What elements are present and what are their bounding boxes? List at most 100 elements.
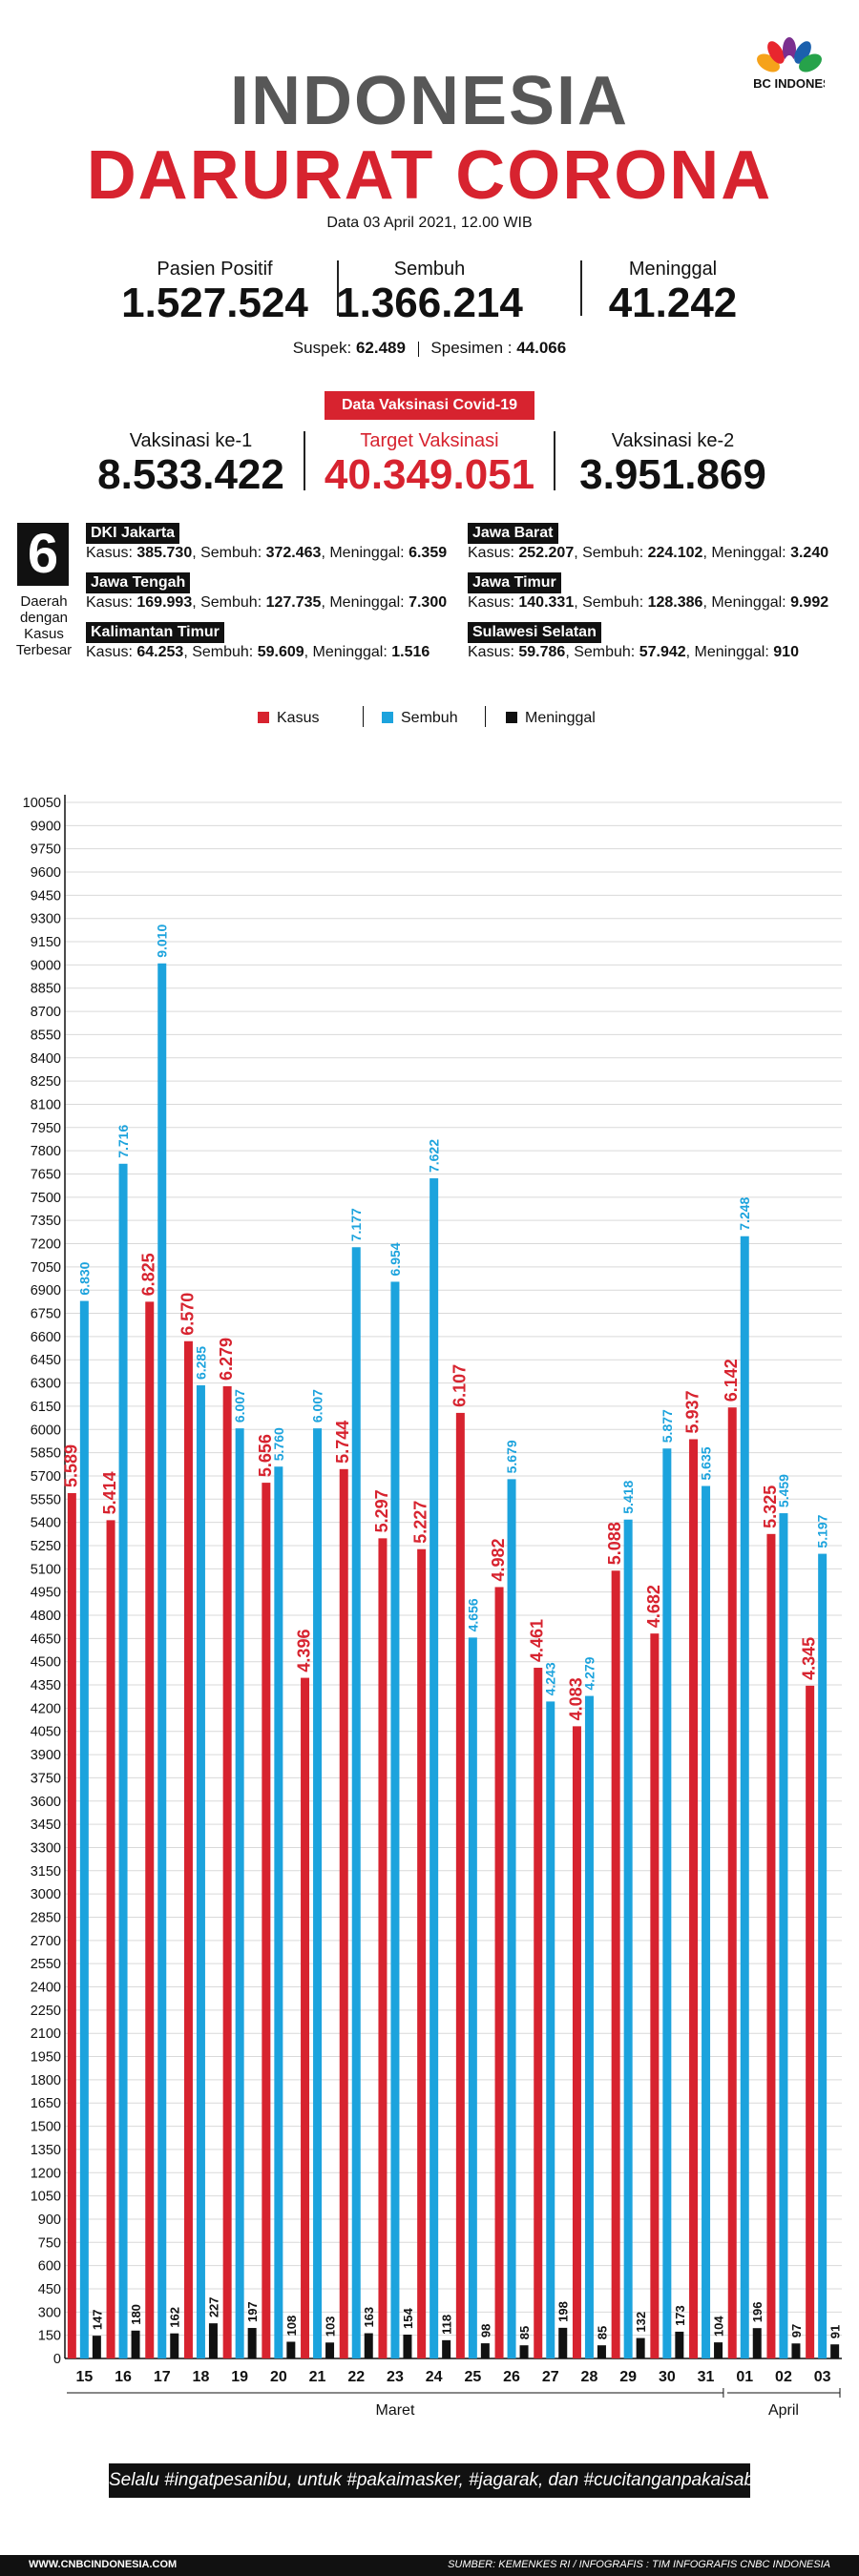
region-detail: Kasus: 64.253, Sembuh: 59.609, Meninggal…	[86, 644, 430, 660]
target-label: Target Vaksinasi	[360, 430, 499, 451]
bar-sembuh	[196, 1385, 205, 2358]
region-card: Sulawesi Selatan Kasus: 59.786, Sembuh: …	[468, 622, 799, 662]
bar-sembuh	[740, 1236, 749, 2358]
footer-bar: WWW.CNBCINDONESIA.COM SUMBER: KEMENKES R…	[0, 2555, 859, 2576]
data-label-sembuh: 4.279	[581, 1656, 597, 1690]
data-label-meninggal: 118	[440, 2315, 454, 2335]
vaksin2-value: 3.951.869	[579, 451, 766, 498]
legend-swatch-sembuh	[382, 712, 393, 723]
bar-sembuh	[79, 1300, 89, 2358]
x-tick-label: 31	[698, 2369, 715, 2385]
bar-meninggal	[714, 2342, 723, 2358]
bar-sembuh	[662, 1448, 672, 2358]
data-label-meninggal: 163	[362, 2307, 376, 2328]
bar-kasus	[611, 1570, 620, 2358]
y-tick-label: 9750	[31, 842, 61, 858]
x-tick-label: 28	[581, 2369, 598, 2385]
data-label-kasus: 4.461	[528, 1619, 547, 1662]
bar-kasus	[572, 1726, 581, 2358]
bar-kasus	[67, 1492, 76, 2358]
data-label-meninggal: 108	[284, 2316, 299, 2337]
y-tick-label: 5700	[31, 1469, 61, 1485]
y-tick-label: 8100	[31, 1097, 61, 1112]
y-tick-label: 1350	[31, 2143, 61, 2158]
divider	[417, 341, 419, 357]
bar-chart: 0 150 300 450 600 750 900 1050 1200 1350 1500 1650 1…	[23, 795, 843, 2419]
divider	[337, 260, 339, 316]
legend-label-kasus: Kasus	[277, 710, 320, 726]
slogan: Selalu #ingatpesanibu, untuk #pakaimaske…	[109, 2463, 774, 2498]
data-label-sembuh: 6.830	[76, 1261, 92, 1295]
legend-label-meninggal: Meninggal	[525, 710, 596, 726]
data-label-sembuh: 7.177	[348, 1208, 364, 1241]
meninggal-label: Meninggal	[628, 259, 718, 280]
bar-kasus	[650, 1633, 660, 2358]
divider	[363, 706, 364, 727]
y-tick-label: 4950	[31, 1586, 61, 1601]
y-tick-label: 600	[38, 2259, 61, 2275]
region-name: DKI Jakarta	[86, 523, 180, 544]
y-tick-label: 2400	[31, 1981, 61, 1996]
bar-sembuh	[157, 963, 167, 2359]
y-tick-label: 7200	[31, 1237, 61, 1253]
bar-meninggal	[131, 2330, 140, 2358]
y-tick-label: 8850	[31, 982, 61, 997]
y-tick-label: 2250	[31, 2004, 61, 2019]
bar-kasus	[494, 1587, 504, 2358]
y-tick-label: 6000	[31, 1423, 61, 1438]
y-tick-label: 3750	[31, 1771, 61, 1786]
data-label-kasus: 4.682	[644, 1585, 663, 1628]
region-name: Jawa Timur	[468, 572, 561, 593]
region-card: Jawa Barat Kasus: 252.207, Sembuh: 224.1…	[468, 523, 828, 563]
bar-sembuh	[118, 1163, 128, 2358]
y-tick-label: 1050	[31, 2190, 61, 2205]
bar-kasus	[534, 1668, 543, 2358]
y-tick-label: 9450	[31, 888, 61, 904]
bar-meninggal	[442, 2339, 451, 2358]
bar-meninggal	[752, 2328, 762, 2358]
bar-kasus	[378, 1538, 388, 2358]
suspek-value: 62.489	[355, 339, 406, 357]
bar-meninggal	[480, 2343, 490, 2358]
x-tick-label: 21	[309, 2369, 326, 2385]
region-card: Kalimantan Timur Kasus: 64.253, Sembuh: …	[86, 622, 430, 662]
data-label-meninggal: 227	[206, 2296, 220, 2317]
bar-meninggal	[208, 2323, 218, 2358]
bar-meninggal	[247, 2328, 257, 2358]
y-tick-label: 0	[53, 2352, 61, 2367]
x-tick-label: 29	[619, 2369, 637, 2385]
region-name: Sulawesi Selatan	[468, 622, 601, 643]
data-label-meninggal: 132	[634, 2312, 648, 2333]
data-label-kasus: 5.656	[256, 1434, 275, 1477]
x-tick-label: 24	[426, 2369, 443, 2385]
region-name: Jawa Barat	[468, 523, 558, 544]
y-tick-label: 3300	[31, 1840, 61, 1856]
bar-meninggal	[92, 2336, 101, 2358]
bar-kasus	[689, 1439, 699, 2358]
bar-meninggal	[597, 2345, 606, 2358]
x-tick-label: 02	[775, 2369, 792, 2385]
positif-label: Pasien Positif	[157, 259, 273, 280]
spesimen-value: 44.066	[516, 339, 567, 357]
region-caption: Daerah dengan Kasus Terbesar	[15, 593, 73, 658]
suspek-spesimen-line: Suspek: 62.489 Spesimen : 44.066	[0, 339, 859, 358]
data-label-sembuh: 7.248	[737, 1196, 752, 1230]
legend-swatch-meninggal	[506, 712, 517, 723]
region-detail: Kasus: 140.331, Sembuh: 128.386, Meningg…	[468, 594, 829, 611]
bar-kasus	[417, 1548, 427, 2358]
vaksin1-label: Vaksinasi ke-1	[129, 430, 253, 451]
y-tick-label: 5100	[31, 1562, 61, 1577]
bar-sembuh	[779, 1513, 788, 2358]
y-tick-label: 5250	[31, 1539, 61, 1554]
y-tick-label: 9150	[31, 935, 61, 950]
data-label-sembuh: 5.760	[271, 1427, 286, 1461]
data-label-meninggal: 162	[168, 2307, 182, 2328]
y-tick-label: 3450	[31, 1818, 61, 1833]
bar-sembuh	[702, 1485, 711, 2358]
data-label-sembuh: 4.656	[465, 1598, 480, 1631]
vaccine-banner: Data Vaksinasi Covid-19	[325, 391, 534, 420]
y-tick-label: 8550	[31, 1028, 61, 1043]
y-tick-label: 3000	[31, 1887, 61, 1902]
data-label-sembuh: 5.635	[699, 1446, 714, 1480]
x-tick-label: 17	[154, 2369, 171, 2385]
